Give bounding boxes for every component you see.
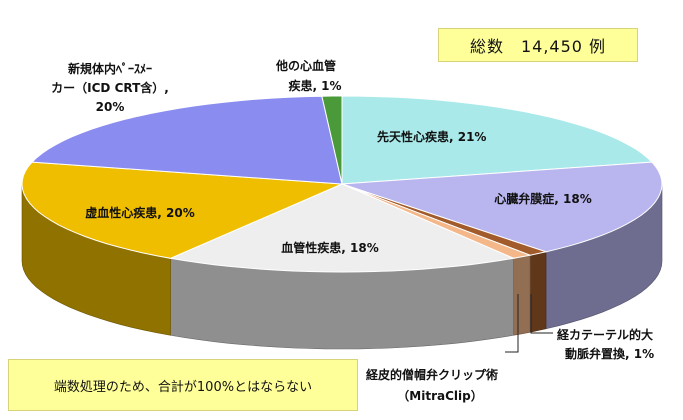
- label-pacemaker-line2: カー（ICD CRT含）,: [51, 80, 169, 95]
- slice-6-top: [30, 95, 343, 185]
- total-count-box: 総数 14,450 例: [438, 28, 638, 62]
- leader-line-mitraclip: [505, 294, 519, 353]
- slice-1-top: [341, 161, 663, 253]
- label-valvular: 心臓弁膜症, 18%: [494, 191, 591, 206]
- label-tavi-line1: 経カテーテル的大: [557, 327, 653, 342]
- leader-line-tavi: [530, 294, 553, 334]
- label-mitraclip-line2: （MitraClip）: [397, 388, 482, 403]
- slice-0-top: [341, 95, 654, 185]
- slice-3-side: [513, 254, 531, 336]
- label-congenital: 先天性心疾患, 21%: [377, 129, 486, 144]
- label-vascular: 血管性疾患, 18%: [281, 240, 378, 255]
- label-tavi-line2: 動脈弁置換, 1%: [565, 346, 654, 361]
- slice-5-top: [21, 161, 343, 259]
- slice-4-top: [168, 183, 516, 273]
- label-other-line2: 疾患, 1%: [288, 78, 341, 93]
- label-mitraclip-line1: 経皮的僧帽弁クリップ術: [366, 367, 498, 382]
- label-other-line1: 他の心血管: [275, 58, 336, 73]
- label-ischemic: 虚血性心疾患, 20%: [85, 205, 194, 220]
- rounding-note-box: 端数処理のため、合計が100%とはならない: [8, 359, 358, 411]
- slice-2-side: [529, 251, 547, 333]
- label-pacemaker-line3: 20%: [96, 100, 125, 114]
- slice-7-top: [321, 95, 343, 185]
- pie-tops: [21, 95, 663, 273]
- label-pacemaker-line1: 新規体内ﾍﾟｰｽﾒｰ: [68, 61, 152, 76]
